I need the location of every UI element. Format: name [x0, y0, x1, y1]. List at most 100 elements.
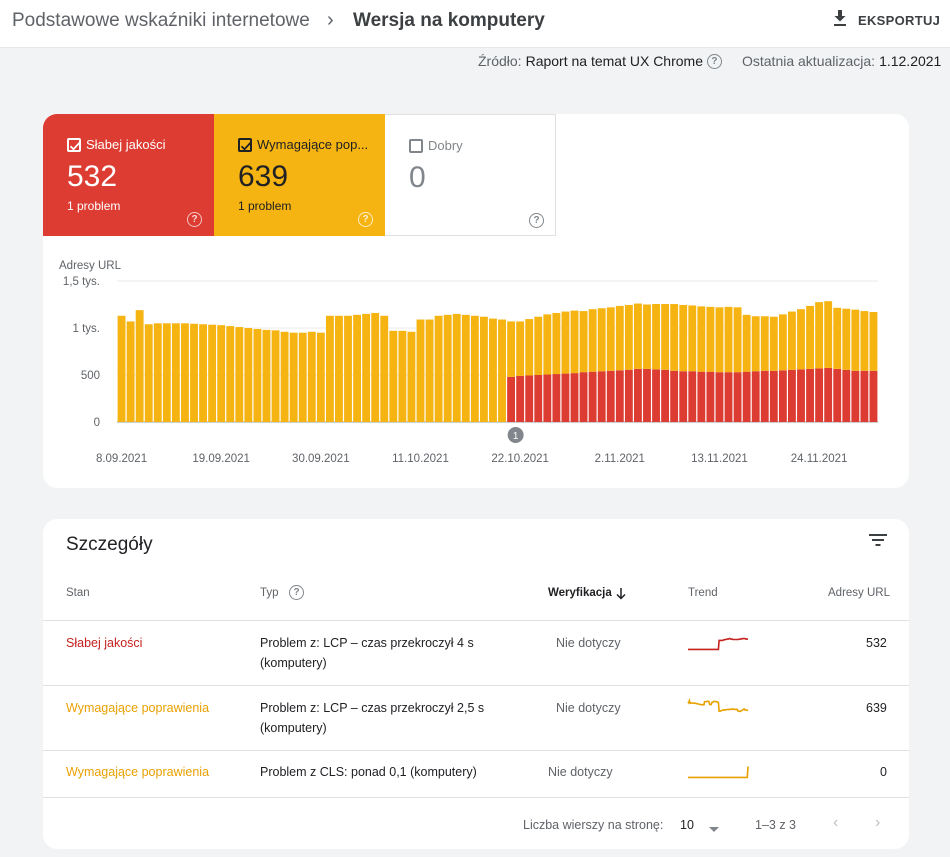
trend-line — [688, 766, 749, 779]
bar-needs-improvement — [316, 332, 325, 422]
bar-needs-improvement — [171, 323, 180, 422]
bar-poor — [670, 370, 679, 422]
tile-label: Dobry — [428, 138, 463, 153]
arrow-down-icon[interactable] — [615, 587, 627, 606]
bar-needs-improvement — [371, 312, 380, 422]
bar-poor — [615, 370, 624, 422]
checkbox-unchecked-icon[interactable] — [409, 139, 423, 153]
breadcrumb-separator: › — [327, 9, 334, 31]
bar-poor — [860, 370, 869, 422]
bar-needs-improvement — [606, 307, 615, 371]
bar-needs-improvement — [117, 315, 126, 422]
bar-needs-improvement — [769, 316, 778, 371]
row-status[interactable]: Wymagające poprawienia — [66, 701, 210, 715]
filter-icon[interactable] — [868, 533, 888, 552]
bar-poor — [788, 369, 796, 422]
trend-line — [687, 697, 749, 713]
bar-needs-improvement — [498, 319, 506, 422]
bar-needs-improvement — [579, 311, 588, 373]
y-tick-label: 1 tys. — [73, 323, 100, 335]
row-verification: Nie dotyczy — [556, 636, 621, 650]
row-type[interactable]: Problem z CLS: ponad 0,1 (komputery) — [260, 765, 477, 779]
bar-poor — [760, 370, 769, 422]
bar-needs-improvement — [661, 304, 670, 370]
bar-needs-improvement — [344, 315, 352, 422]
rows-per-page-select[interactable]: 10 — [680, 818, 694, 832]
tile-good[interactable]: Dobry 0 ? — [385, 114, 556, 236]
help-icon[interactable]: ? — [358, 212, 373, 227]
export-button[interactable]: EKSPORTUJ — [832, 9, 940, 32]
y-axis-label: Adresy URL — [59, 260, 122, 272]
bar-poor — [570, 373, 579, 422]
bar-poor — [815, 368, 824, 422]
page-title: Wersja na komputery — [353, 10, 545, 31]
bar-needs-improvement — [162, 323, 171, 422]
row-urls: 0 — [880, 765, 887, 779]
col-status[interactable]: Stan — [66, 587, 90, 599]
bar-needs-improvement — [561, 311, 570, 374]
bar-needs-improvement — [815, 302, 824, 369]
bar-needs-improvement — [507, 321, 516, 377]
tile-poor[interactable]: Słabej jakości 532 1 problem ? — [43, 114, 214, 236]
source-info: Źródło: Raport na temat UX Chrome ? Osta… — [478, 53, 941, 69]
row-verification: Nie dotyczy — [548, 765, 613, 779]
bar-needs-improvement — [615, 305, 624, 371]
col-type[interactable]: Typ — [260, 587, 279, 599]
col-verification[interactable]: Weryfikacja — [548, 587, 612, 599]
checkbox-checked-icon[interactable] — [67, 138, 81, 152]
help-icon[interactable]: ? — [706, 53, 722, 69]
divider — [43, 685, 909, 686]
download-icon — [832, 9, 848, 32]
bar-needs-improvement — [697, 306, 706, 372]
bar-needs-improvement — [624, 304, 633, 370]
help-icon[interactable]: ? — [529, 213, 544, 228]
bar-needs-improvement — [335, 315, 343, 422]
details-title: Szczegóły — [66, 534, 153, 555]
bar-poor — [652, 369, 660, 422]
bar-poor — [516, 375, 525, 422]
chevron-left-icon[interactable]: ‹ — [833, 814, 839, 831]
bar-needs-improvement — [389, 330, 398, 422]
row-type[interactable]: Problem z: LCP – czas przekroczył 2,5 s … — [260, 701, 485, 735]
tile-needs-improvement[interactable]: Wymagające pop... 639 1 problem ? — [214, 114, 385, 236]
bar-needs-improvement — [715, 307, 724, 373]
caret-down-icon[interactable] — [708, 821, 720, 839]
bar-needs-improvement — [380, 315, 389, 422]
bar-needs-improvement — [353, 314, 362, 422]
bar-poor — [824, 367, 833, 422]
bar-needs-improvement — [199, 324, 207, 422]
row-status[interactable]: Wymagające poprawienia — [66, 765, 210, 779]
tile-value: 0 — [409, 161, 426, 194]
rows-per-page-label: Liczba wierszy na stronę: — [523, 818, 664, 832]
breadcrumb-root[interactable]: Podstawowe wskaźniki internetowe — [12, 10, 310, 31]
pagination-range: 1–3 z 3 — [755, 818, 797, 832]
bar-needs-improvement — [425, 319, 434, 422]
bar-needs-improvement — [534, 316, 543, 375]
help-icon[interactable]: ? — [187, 212, 202, 227]
row-status[interactable]: Słabej jakości — [66, 636, 143, 650]
top-bar: Podstawowe wskaźniki internetowe › Wersj… — [0, 0, 950, 48]
bar-needs-improvement — [706, 306, 715, 372]
bar-poor — [769, 370, 778, 422]
bar-poor — [643, 368, 651, 422]
trend-sparkline — [687, 697, 749, 713]
bar-poor — [588, 371, 597, 422]
bar-needs-improvement — [516, 321, 525, 376]
bar-needs-improvement — [643, 304, 651, 369]
tile-value: 532 — [67, 160, 118, 193]
col-urls[interactable]: Adresy URL — [828, 587, 890, 599]
details-card: Szczegóły Stan Typ ? Weryfikacja Trend A… — [43, 519, 909, 849]
chevron-right-icon[interactable]: › — [875, 814, 881, 831]
bar-poor — [697, 371, 706, 422]
bar-poor — [706, 371, 715, 422]
bar-needs-improvement — [452, 313, 461, 422]
bar-poor — [543, 374, 552, 422]
bar-needs-improvement — [325, 315, 334, 422]
bar-needs-improvement — [135, 310, 144, 422]
bar-needs-improvement — [226, 326, 235, 422]
help-icon[interactable]: ? — [289, 585, 304, 600]
row-type[interactable]: Problem z: LCP – czas przekroczył 4 s (k… — [260, 636, 474, 670]
checkbox-checked-icon[interactable] — [238, 138, 252, 152]
col-trend: Trend — [688, 587, 718, 599]
bar-needs-improvement — [652, 304, 660, 370]
